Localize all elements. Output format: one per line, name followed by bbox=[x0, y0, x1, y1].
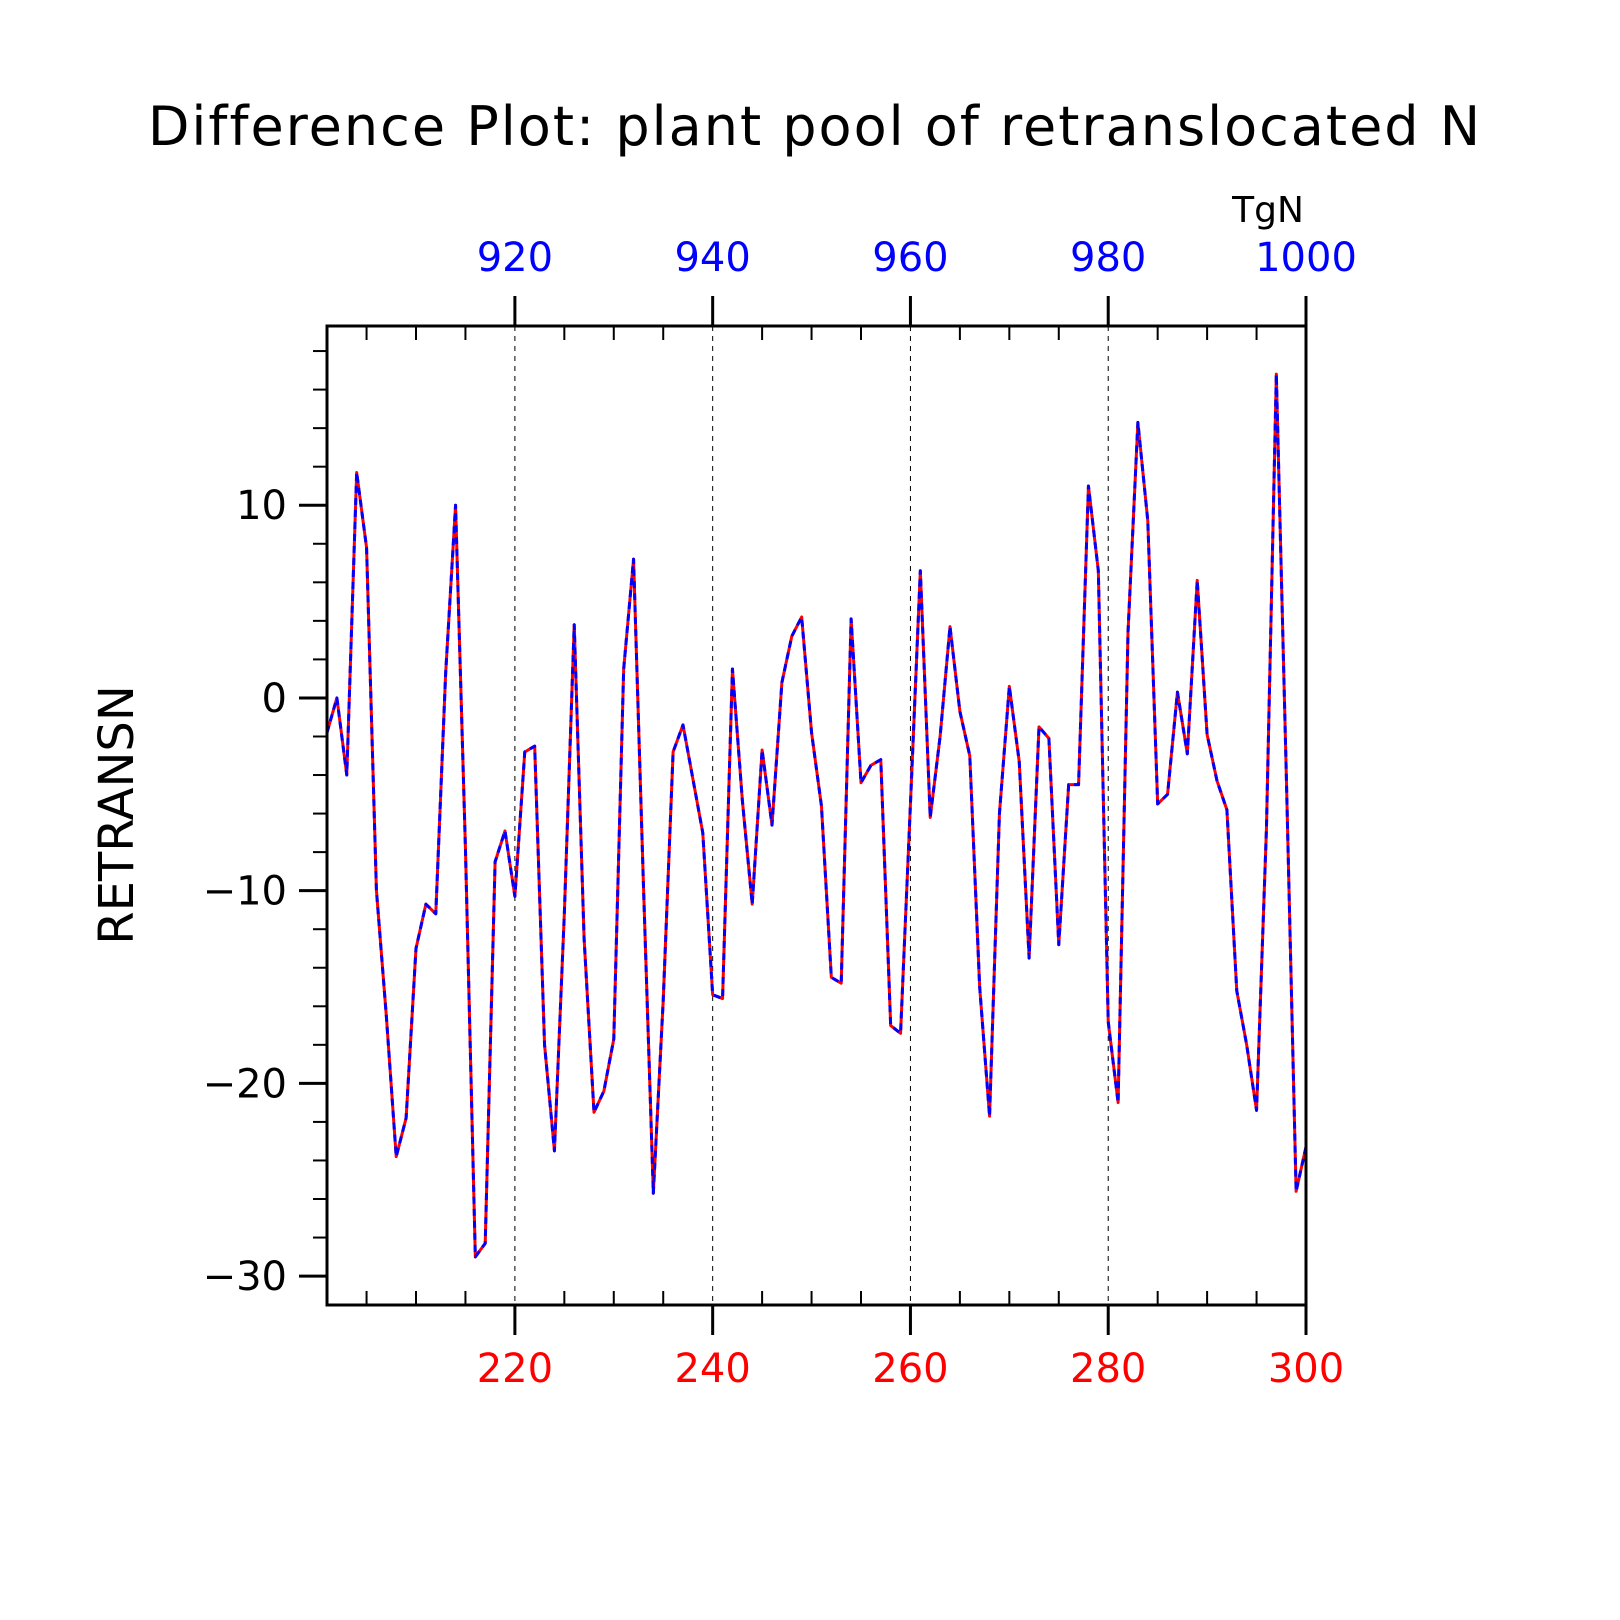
top-tick-label-1000: 1000 bbox=[1255, 235, 1357, 281]
plot-frame bbox=[325, 324, 1308, 1307]
y-tick-label--10: −10 bbox=[203, 869, 287, 915]
top-tick-label-980: 980 bbox=[1070, 235, 1146, 281]
series-lines bbox=[325, 372, 1308, 1259]
top-tick-label-940: 940 bbox=[674, 235, 750, 281]
tick-labels: 220 240 260 280 300 920 940 960 980 1000 10 0 −10 −20… bbox=[203, 235, 1357, 1392]
units-label: TgN bbox=[1231, 190, 1304, 231]
bottom-tick-label-240: 240 bbox=[674, 1346, 750, 1392]
bottom-tick-label-220: 220 bbox=[477, 1346, 553, 1392]
y-axis-label: RETRANSN bbox=[89, 685, 145, 945]
gridlines bbox=[514, 326, 1109, 1305]
y-tick-label-10: 10 bbox=[236, 483, 287, 529]
y-tick-label--20: −20 bbox=[203, 1061, 287, 1107]
series-line-1-solid bbox=[325, 372, 1308, 1259]
bottom-tick-label-260: 260 bbox=[872, 1346, 948, 1392]
y-tick-label-0: 0 bbox=[262, 676, 287, 722]
top-tick-label-960: 960 bbox=[872, 235, 948, 281]
bottom-tick-label-280: 280 bbox=[1070, 1346, 1146, 1392]
series-line-2-dashed bbox=[325, 372, 1308, 1259]
y-tick-label--30: −30 bbox=[203, 1254, 287, 1300]
axis-ticks bbox=[299, 296, 1308, 1335]
top-tick-label-920: 920 bbox=[477, 235, 553, 281]
chart-title: Difference Plot: plant pool of retranslo… bbox=[148, 95, 1482, 158]
bottom-tick-label-300: 300 bbox=[1268, 1346, 1344, 1392]
